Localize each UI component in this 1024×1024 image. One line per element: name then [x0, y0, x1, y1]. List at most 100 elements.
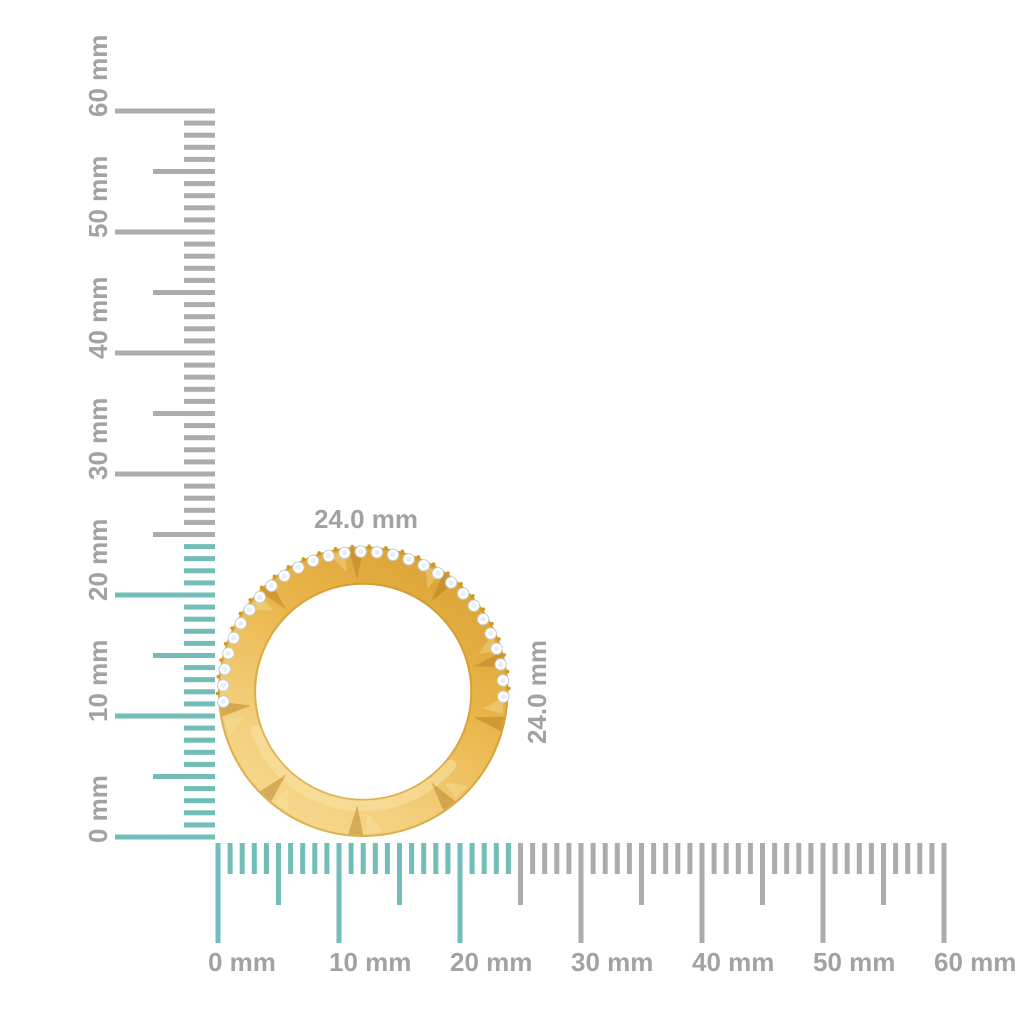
prong-dot-13 [350, 544, 355, 549]
prong-dot-0 [215, 691, 220, 696]
v-tick-3mm [184, 798, 215, 804]
v-ruler-label-10mm: 10 mm [83, 640, 113, 722]
prong-dot-8 [272, 574, 277, 579]
h-tick-28mm [554, 843, 560, 874]
prong-dot-2 [219, 658, 223, 662]
prong-dot-17 [416, 555, 421, 559]
v-tick-57mm [184, 144, 215, 150]
h-tick-1mm [227, 843, 233, 874]
ring-highlight-arc [250, 725, 457, 812]
h-tick-18mm [433, 843, 439, 874]
prong-dot-14 [367, 544, 371, 549]
v-tick-17mm [184, 628, 215, 634]
ring-facet-6 [431, 782, 456, 811]
diamond-facet-26 [497, 661, 504, 668]
vertical-ruler: 0 mm 10 mm 20 mm 30 mm 40 mm 50 mm 60 mm [83, 35, 215, 843]
ring-graphic [215, 544, 511, 837]
h-tick-5mm [276, 843, 281, 905]
v-tick-39mm [184, 362, 215, 368]
v-tick-60mm [115, 108, 215, 114]
v-tick-20mm [115, 592, 215, 598]
prong-dot-11 [317, 551, 321, 555]
h-tick-56mm [893, 843, 899, 874]
v-tick-21mm [184, 580, 215, 586]
diamond-facet-22 [471, 603, 477, 609]
h-tick-13mm [372, 843, 378, 874]
v-tick-53mm [184, 193, 215, 199]
v-tick-12mm [184, 689, 215, 695]
h-tick-23mm [493, 843, 499, 874]
v-tick-52mm [184, 205, 215, 211]
v-ruler-label-0mm: 0 mm [83, 775, 113, 843]
v-ruler-label-60mm: 60 mm [83, 35, 113, 117]
v-tick-43mm [184, 314, 215, 320]
h-tick-40mm [699, 843, 705, 943]
diamond-facet-17 [405, 556, 412, 562]
h-tick-58mm [917, 843, 923, 874]
v-tick-30mm [115, 471, 215, 477]
v-tick-59mm [184, 120, 215, 126]
h-tick-59mm [929, 843, 935, 874]
ring-inner-edge [254, 582, 473, 801]
diamond-facet-11 [310, 558, 316, 564]
h-tick-16mm [409, 843, 415, 874]
h-tick-60mm [941, 843, 947, 943]
h-tick-4mm [263, 843, 269, 874]
prong-dot-9 [286, 564, 291, 569]
h-tick-6mm [288, 843, 294, 874]
h-tick-7mm [300, 843, 306, 874]
ring-facet-7 [473, 716, 505, 732]
v-tick-54mm [184, 181, 215, 187]
v-tick-7mm [184, 749, 215, 755]
h-ruler-label-40mm: 40 mm [692, 947, 774, 977]
diamond-facet-16 [390, 552, 396, 558]
diamond-facet-23 [480, 616, 486, 622]
h-tick-50mm [820, 843, 826, 943]
h-ruler-label-20mm: 20 mm [450, 947, 532, 977]
v-tick-13mm [184, 677, 215, 683]
diamond-facet-21 [460, 590, 466, 597]
h-tick-51mm [832, 843, 838, 874]
h-tick-35mm [639, 843, 644, 905]
prong-dot-16 [400, 549, 405, 554]
diamond-facet-28 [500, 693, 507, 700]
horizontal-ruler: 0 mm 10 mm 20 mm 30 mm 40 mm 50 mm 60 mm [208, 843, 1016, 977]
prong-dot-26 [505, 669, 510, 674]
v-tick-55mm [153, 169, 215, 174]
ring-facet-light-5 [365, 812, 383, 833]
v-tick-26mm [184, 519, 215, 525]
v-tick-49mm [184, 241, 215, 247]
h-tick-45mm [760, 843, 765, 905]
diamond-facet-15 [374, 549, 380, 555]
prong-dot-15 [384, 546, 388, 550]
v-tick-42mm [184, 326, 215, 332]
v-ruler-label-30mm: 30 mm [83, 398, 113, 480]
h-tick-54mm [868, 843, 874, 874]
v-tick-50mm [115, 229, 215, 235]
prong-dot-24 [497, 637, 501, 641]
h-tick-55mm [881, 843, 886, 905]
h-tick-15mm [397, 843, 402, 905]
diamond-facet-12 [325, 553, 332, 559]
v-tick-0mm [115, 834, 215, 840]
v-tick-36mm [184, 398, 215, 404]
prong-dot-12 [333, 546, 338, 551]
v-tick-4mm [184, 786, 215, 792]
v-tick-11mm [184, 701, 215, 707]
prong-dot-1 [216, 674, 221, 679]
prong-dot-18 [431, 562, 436, 567]
v-tick-5mm [153, 774, 215, 779]
v-tick-15mm [153, 653, 215, 658]
v-tick-6mm [184, 761, 215, 767]
h-tick-10mm [336, 843, 342, 943]
h-tick-52mm [844, 843, 850, 874]
prong-dot-20 [459, 582, 463, 586]
h-tick-34mm [626, 843, 632, 874]
prong-dot-4 [230, 626, 234, 630]
h-ruler-label-0mm: 0 mm [208, 947, 276, 977]
v-tick-23mm [184, 556, 215, 562]
h-tick-37mm [663, 843, 669, 874]
v-tick-25mm [153, 532, 215, 537]
diamond-facet-19 [435, 570, 441, 576]
